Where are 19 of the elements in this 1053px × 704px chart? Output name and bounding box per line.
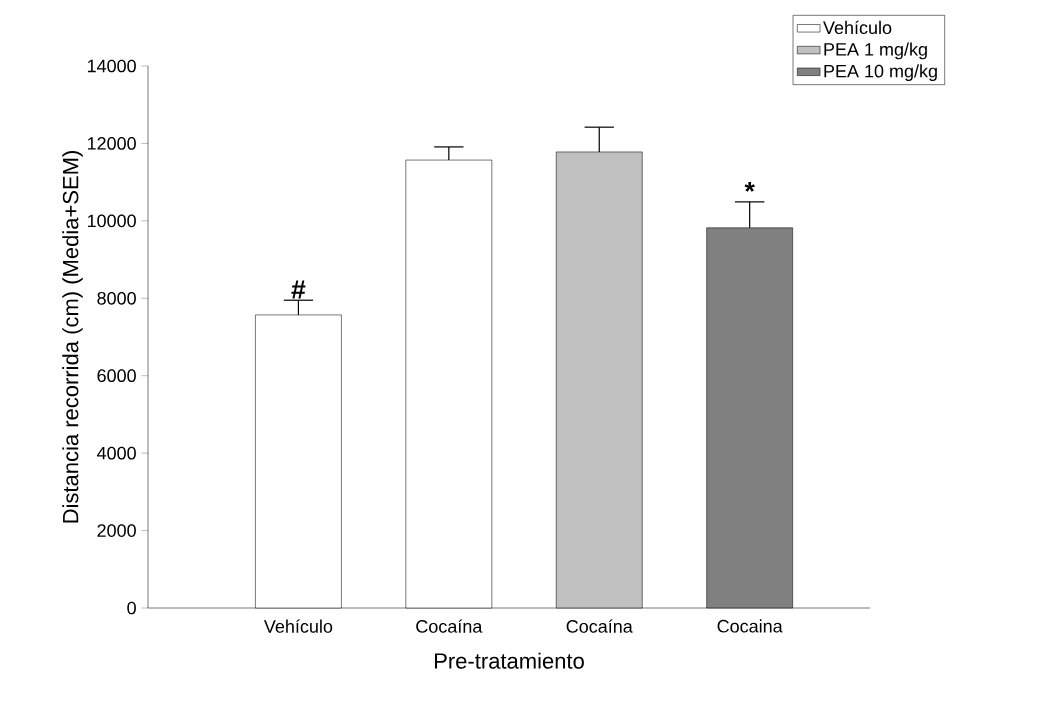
x-tick-label: Vehículo (263, 619, 333, 633)
x-tick-label: Cocaína (416, 619, 483, 633)
y-tick-label: 10000 (87, 214, 136, 228)
annotation: # (291, 280, 306, 299)
y-axis-title: Distancia recorrida (cm) (Media+SEM) (62, 151, 83, 523)
annotation: * (744, 181, 755, 192)
y-tick-label: 8000 (97, 291, 136, 305)
x-axis-title: Pre-tratamiento (434, 652, 584, 669)
x-tick-label: Cocaína (566, 619, 633, 633)
x-tick-label: Cocaina (717, 619, 783, 633)
y-tick-label: 12000 (87, 137, 136, 150)
legend-label: PEA 1 mg/kg (824, 42, 927, 60)
legend-label: PEA 10 mg/kg (824, 64, 937, 82)
y-tick-label: 0 (127, 601, 136, 615)
y-tick-label: 4000 (97, 446, 136, 460)
y-tick-label: 14000 (87, 59, 136, 73)
y-tick-label: 2000 (97, 524, 136, 537)
legend-label: Vehículo (823, 20, 892, 35)
y-tick-label: 6000 (97, 369, 136, 383)
